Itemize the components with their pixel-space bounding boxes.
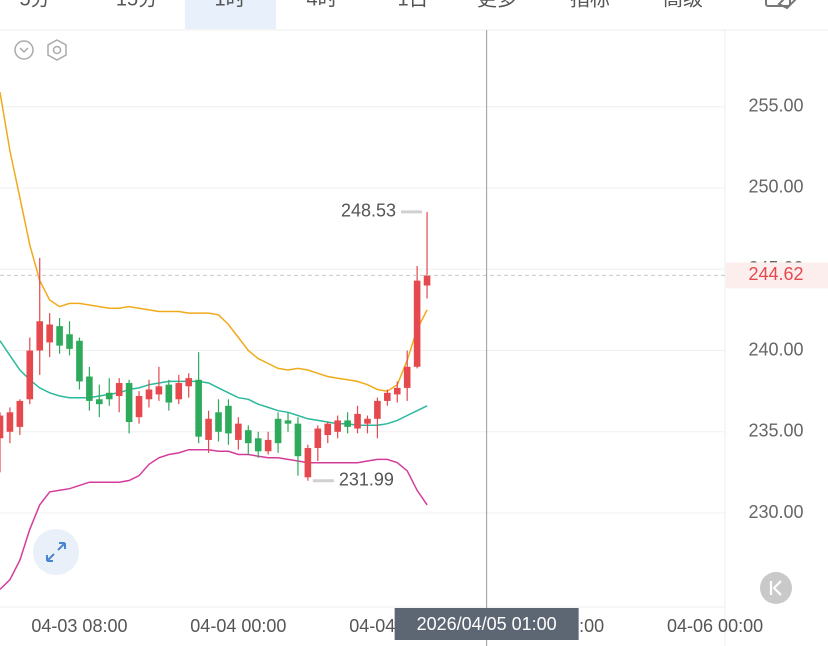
y-tick-label: 255.00: [748, 95, 803, 115]
candle-body: [244, 430, 252, 444]
candle-body: [354, 413, 361, 429]
tab-label[interactable]: 高级: [663, 0, 703, 10]
candle-body: [304, 448, 312, 478]
candle-body: [175, 383, 183, 400]
crosshair-label: 2026/04/05 01:00: [417, 614, 557, 634]
candle-body: [135, 396, 143, 418]
candle-body: [66, 334, 73, 349]
candle-body: [344, 420, 351, 427]
candle-body: [165, 384, 173, 403]
candle-body: [86, 376, 93, 401]
candle-body: [364, 418, 371, 424]
candle-body: [423, 275, 431, 286]
candle-body: [155, 386, 163, 395]
last-price-bg: [726, 262, 828, 289]
expand-button[interactable]: [33, 529, 79, 575]
tab-label[interactable]: 1日: [397, 0, 428, 10]
selected-tab-bg: [185, 0, 276, 29]
candle-body: [235, 423, 242, 440]
candle-body: [294, 423, 302, 457]
tab-label[interactable]: 更多: [477, 0, 517, 10]
candle-body: [334, 420, 341, 432]
candle-body: [393, 387, 401, 395]
candle-body: [274, 418, 282, 444]
tab-label[interactable]: 5分: [19, 0, 50, 10]
candle-body: [125, 383, 133, 423]
x-tick-label: 04-04 00:00: [190, 616, 286, 636]
candle-body: [314, 428, 322, 449]
candle-body: [403, 366, 411, 388]
candle-body: [264, 439, 272, 452]
candle-body: [105, 392, 113, 400]
candle-body: [324, 423, 332, 436]
candle-body: [6, 412, 14, 432]
x-tick-label: 04-06 00:00: [667, 616, 763, 636]
candle-body: [254, 438, 262, 452]
last-price-label: 244.62: [748, 264, 803, 284]
collapse-icon[interactable]: [14, 40, 34, 60]
candle-body: [26, 350, 34, 400]
candle-body: [56, 326, 63, 346]
candle-body: [185, 378, 192, 387]
candle-body: [215, 412, 222, 432]
indicator-line: [0, 448, 428, 590]
candle-body: [0, 415, 4, 439]
settings-icon[interactable]: [765, 0, 797, 10]
y-tick-label: 235.00: [748, 421, 803, 441]
candle-body: [205, 418, 212, 440]
crosshair-label-bg: [394, 608, 579, 640]
candle-body: [225, 405, 232, 434]
candle-body: [145, 389, 153, 400]
y-tick-label: 250.00: [748, 177, 803, 197]
tab-label[interactable]: 15分: [116, 0, 158, 10]
candle-body: [76, 340, 83, 382]
candle-body: [16, 400, 24, 427]
x-tick-label: 04-03 08:00: [31, 616, 127, 636]
back-to-latest-button[interactable]: [760, 572, 792, 604]
candle-body: [384, 392, 391, 401]
tab-label[interactable]: 4时: [306, 0, 337, 10]
candle-body: [413, 280, 421, 367]
tab-label[interactable]: 1时: [214, 0, 245, 10]
tab-label[interactable]: 指标: [570, 0, 610, 10]
candle-body: [46, 324, 53, 343]
y-tick-label: 230.00: [748, 502, 803, 522]
indicator-line: [0, 91, 428, 392]
candle-body: [195, 379, 202, 437]
y-tick-label: 240.00: [748, 339, 803, 359]
min-label: 231.99: [339, 469, 394, 489]
candle-body: [36, 321, 44, 351]
candle-body: [284, 420, 292, 424]
candle-body: [115, 383, 123, 397]
max-label: 248.53: [341, 201, 396, 221]
candle-body: [96, 399, 103, 405]
candle-body: [374, 400, 381, 419]
settings-hex-icon[interactable]: [47, 39, 67, 61]
